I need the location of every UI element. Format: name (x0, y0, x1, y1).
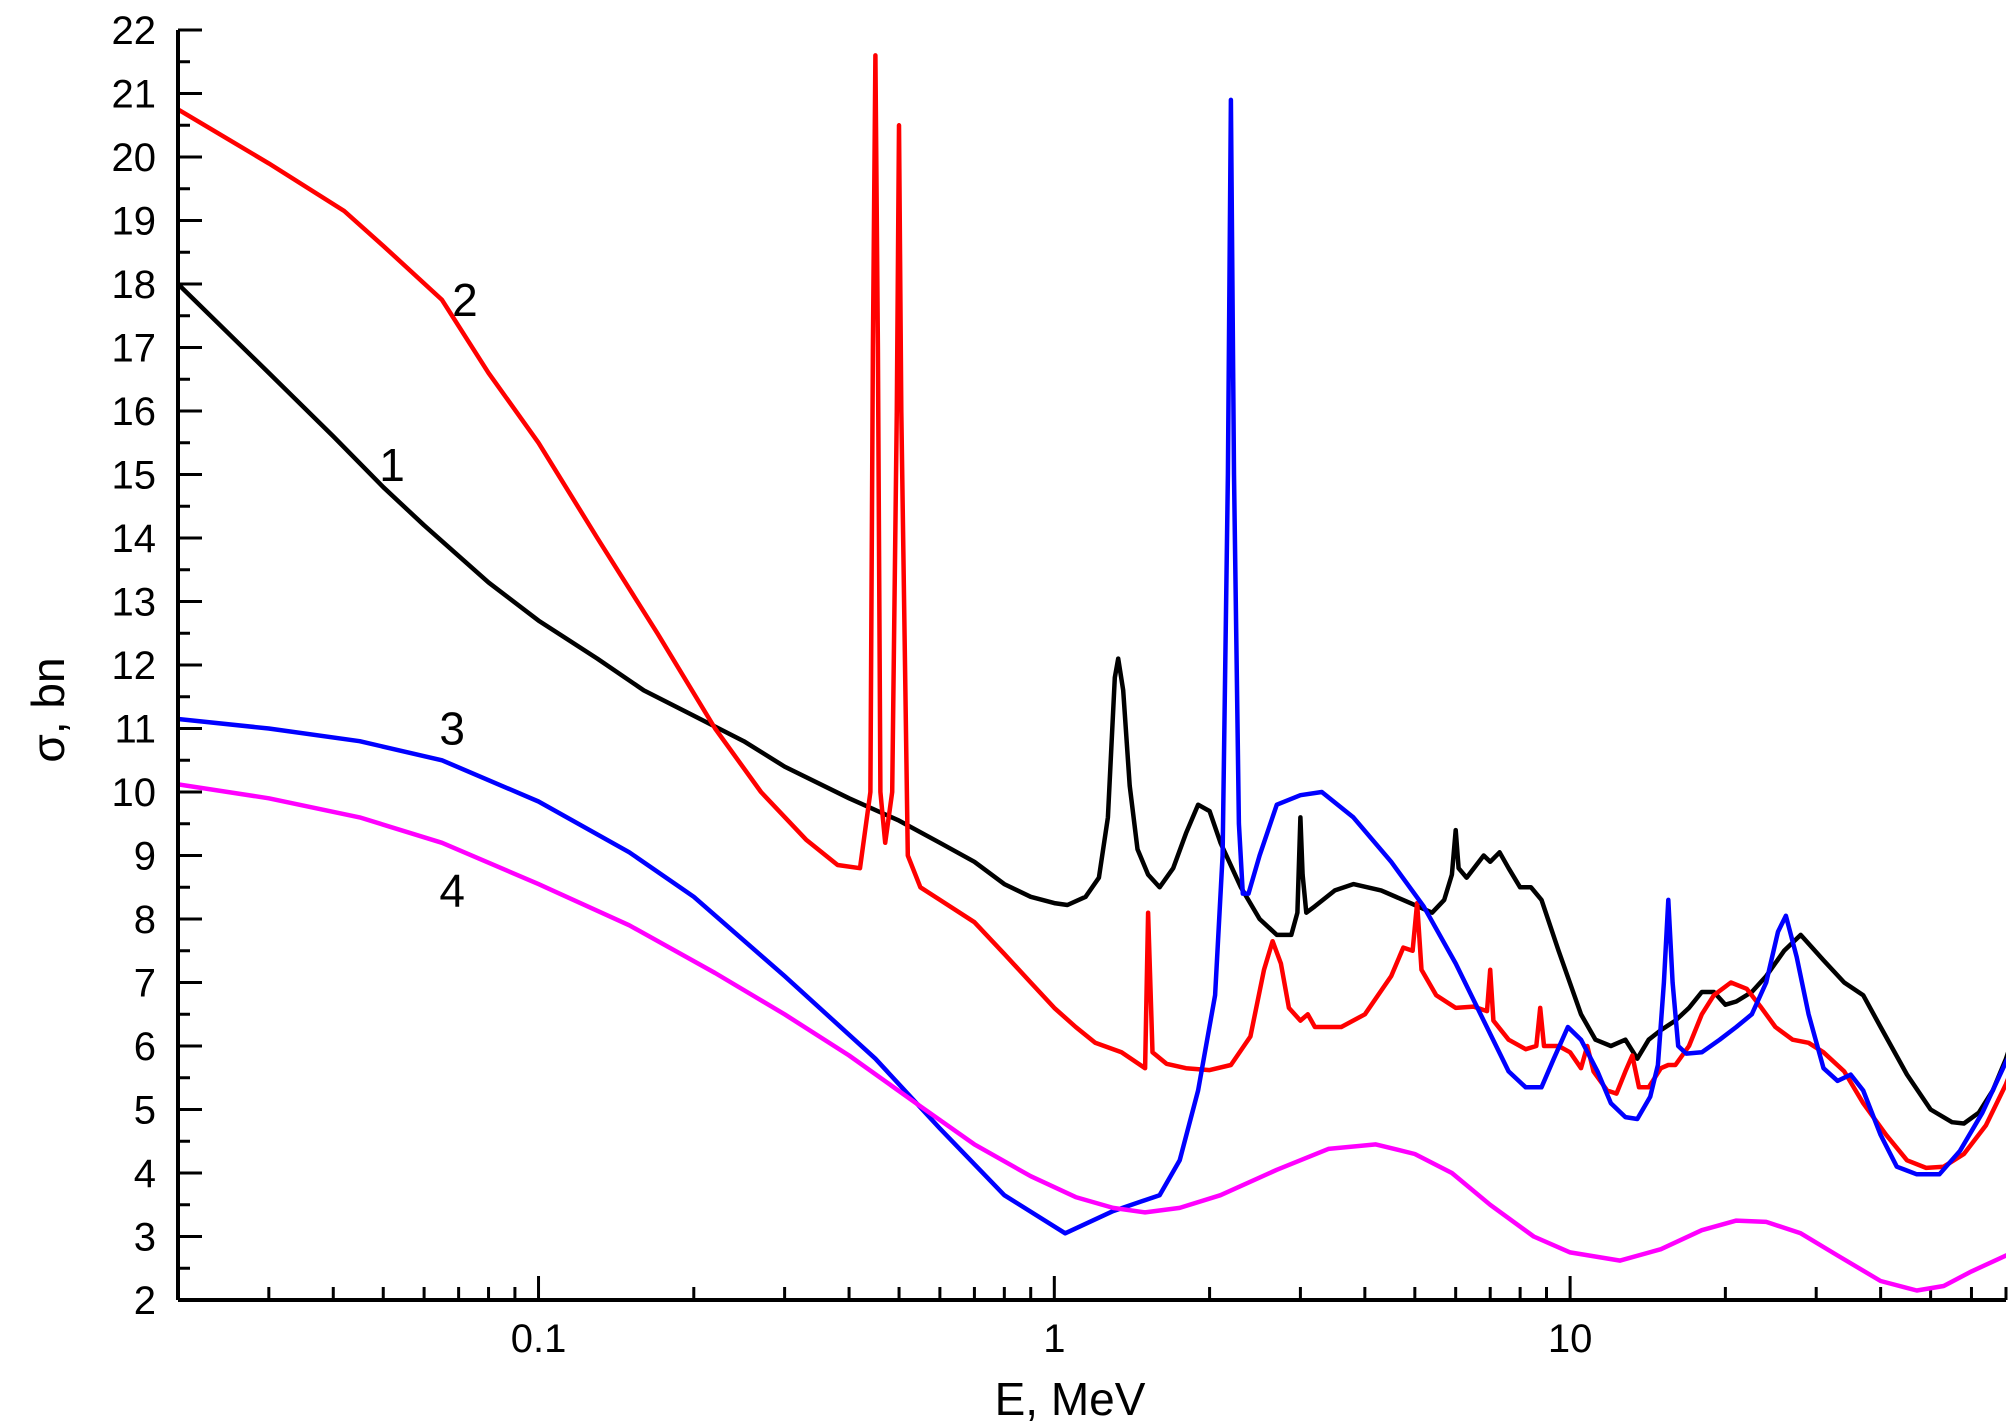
y-tick-label: 14 (112, 517, 157, 561)
y-tick-label: 11 (114, 708, 156, 752)
y-tick-label: 15 (112, 454, 157, 498)
curve-4 (178, 782, 2006, 1293)
y-tick-label: 16 (112, 390, 157, 434)
y-tick-label: 22 (112, 9, 157, 53)
y-tick-label: 21 (112, 73, 157, 117)
curve-2 (178, 53, 2006, 1171)
y-tick-label: 3 (134, 1216, 156, 1260)
x-axis-title: E, MeV (995, 1373, 1146, 1425)
curve-label-1: 1 (379, 439, 405, 491)
y-tick-label: 2 (134, 1279, 156, 1323)
y-tick-label: 9 (134, 835, 156, 879)
curve-label-4: 4 (439, 864, 465, 916)
y-tick-label: 7 (134, 962, 156, 1006)
y-tick-label: 13 (112, 581, 157, 625)
curve-label-2: 2 (452, 274, 478, 326)
x-tick-labels: 0.1 1 10 (511, 1317, 1593, 1361)
curve-1 (178, 281, 2006, 1126)
curve-3 (178, 97, 2006, 1236)
y-tick-label: 10 (112, 771, 157, 815)
x-tick-label: 0.1 (511, 1317, 567, 1361)
curves (178, 53, 2006, 1293)
y-tick-label: 19 (112, 200, 157, 244)
axis-ticks (176, 28, 2008, 1302)
y-tick-label: 4 (134, 1152, 156, 1196)
y-tick-label: 20 (112, 136, 157, 180)
y-tick-label: 8 (134, 898, 156, 942)
y-tick-label: 12 (112, 644, 157, 688)
curve-labels: 1 2 3 4 (379, 274, 477, 917)
x-tick-label: 10 (1548, 1317, 1593, 1361)
x-tick-label: 1 (1043, 1317, 1065, 1361)
y-tick-labels: 2 3 4 5 6 7 8 9 10 11 12 13 14 15 16 17 18 19 20 21 22 (112, 9, 157, 1323)
y-tick-label: 5 (134, 1089, 156, 1133)
y-tick-label: 6 (134, 1025, 156, 1069)
y-tick-label: 17 (112, 327, 157, 371)
y-axis-title: σ, bn (22, 657, 74, 762)
curve-label-3: 3 (439, 702, 465, 754)
y-tick-label: 18 (112, 263, 157, 307)
